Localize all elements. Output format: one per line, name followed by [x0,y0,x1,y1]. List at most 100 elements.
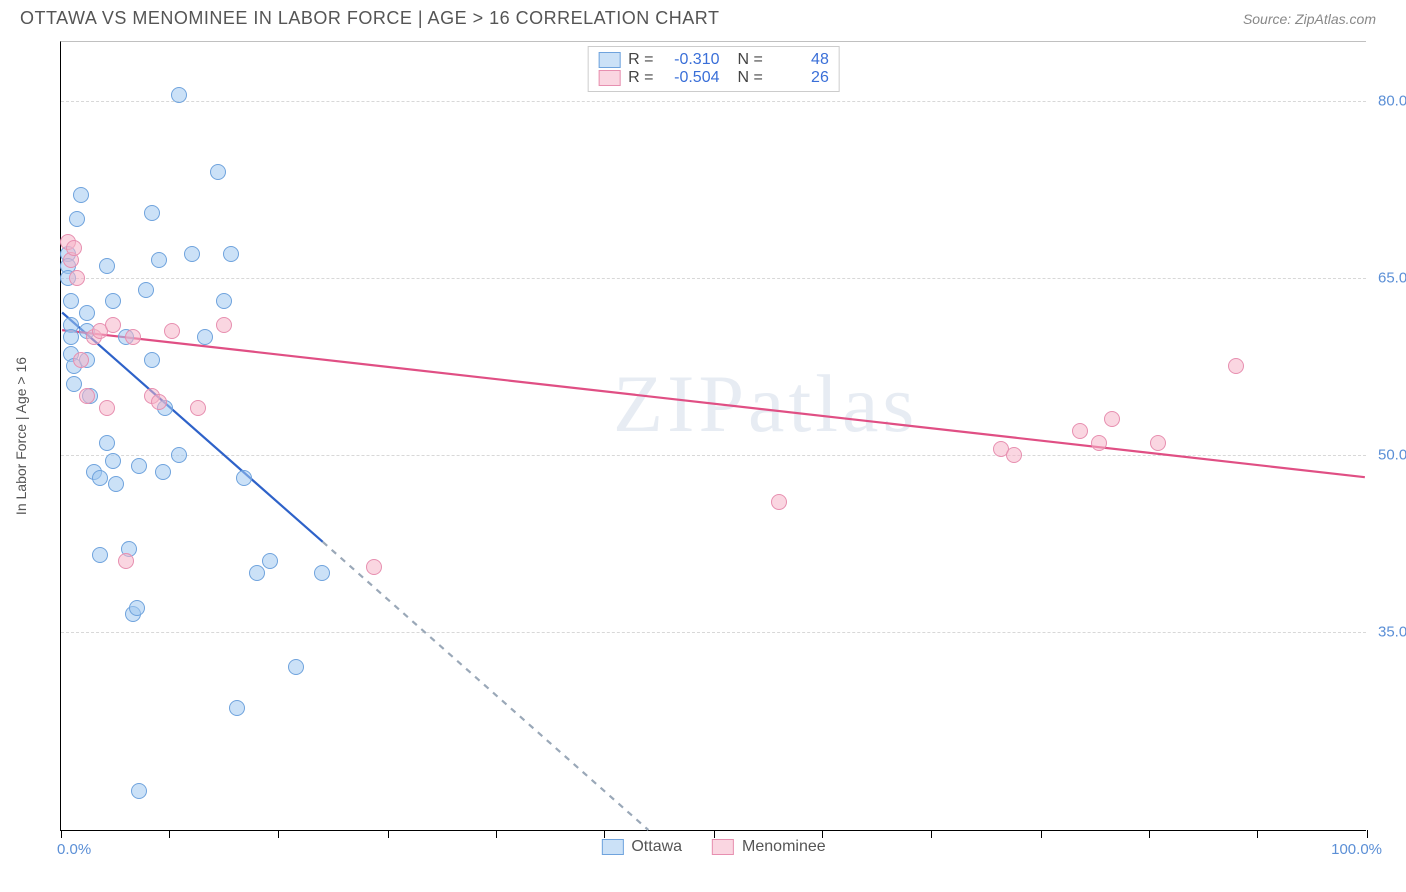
data-point [144,205,160,221]
trend-lines-svg [61,42,1366,830]
data-point [155,464,171,480]
data-point [151,394,167,410]
data-point [314,565,330,581]
data-point [366,559,382,575]
swatch-menominee [598,70,620,86]
data-point [229,700,245,716]
swatch-menominee [712,839,734,855]
y-tick-label: 35.0% [1378,623,1406,640]
n-value-menominee: 26 [771,69,829,87]
x-tick [1257,830,1258,838]
data-point [66,376,82,392]
data-point [223,246,239,262]
x-tick [604,830,605,838]
source-attribution: Source: ZipAtlas.com [1243,11,1376,27]
correlation-legend: R = -0.310 N = 48 R = -0.504 N = 26 [587,46,840,92]
n-label: N = [738,51,763,69]
x-tick [169,830,170,838]
legend-item-ottawa: Ottawa [601,838,682,856]
data-point [99,400,115,416]
data-point [144,352,160,368]
series-legend: Ottawa Menominee [601,838,825,856]
data-point [1150,435,1166,451]
x-tick [1367,830,1368,838]
series-name-menominee: Menominee [742,838,826,856]
x-tick [388,830,389,838]
legend-row-ottawa: R = -0.310 N = 48 [598,51,829,69]
trend-line [62,313,323,542]
data-point [92,547,108,563]
y-axis-title: In Labor Force | Age > 16 [13,357,29,515]
legend-row-menominee: R = -0.504 N = 26 [598,69,829,87]
x-tick [931,830,932,838]
x-tick [496,830,497,838]
data-point [92,470,108,486]
data-point [129,600,145,616]
x-axis-min-label: 0.0% [57,841,91,858]
r-label: R = [628,69,653,87]
trend-line [323,542,649,830]
chart-container: In Labor Force | Age > 16 ZIPatlas 35.0%… [60,41,1366,831]
x-tick [714,830,715,838]
data-point [216,317,232,333]
x-axis-max-label: 100.0% [1331,841,1382,858]
r-value-menominee: -0.504 [662,69,720,87]
plot-area: 35.0%50.0%65.0%80.0% [61,42,1366,830]
data-point [69,270,85,286]
data-point [1072,423,1088,439]
data-point [771,494,787,510]
swatch-ottawa [601,839,623,855]
y-tick-label: 65.0% [1378,269,1406,286]
data-point [171,447,187,463]
x-tick [1041,830,1042,838]
data-point [1091,435,1107,451]
data-point [105,453,121,469]
data-point [69,211,85,227]
chart-title: OTTAWA VS MENOMINEE IN LABOR FORCE | AGE… [20,8,719,29]
data-point [105,317,121,333]
data-point [1006,447,1022,463]
data-point [73,187,89,203]
data-point [216,293,232,309]
data-point [262,553,278,569]
data-point [288,659,304,675]
data-point [125,329,141,345]
data-point [249,565,265,581]
data-point [63,293,79,309]
x-tick [822,830,823,838]
data-point [184,246,200,262]
x-tick [278,830,279,838]
data-point [131,458,147,474]
legend-item-menominee: Menominee [712,838,826,856]
data-point [99,258,115,274]
y-tick-label: 80.0% [1378,92,1406,109]
series-name-ottawa: Ottawa [631,838,682,856]
data-point [1228,358,1244,374]
n-label: N = [738,69,763,87]
swatch-ottawa [598,52,620,68]
data-point [164,323,180,339]
r-value-ottawa: -0.310 [662,51,720,69]
data-point [138,282,154,298]
data-point [99,435,115,451]
data-point [63,329,79,345]
data-point [73,352,89,368]
trend-line [62,330,1365,477]
data-point [105,293,121,309]
data-point [151,252,167,268]
data-point [236,470,252,486]
data-point [131,783,147,799]
data-point [171,87,187,103]
x-tick [61,830,62,838]
data-point [190,400,206,416]
data-point [210,164,226,180]
data-point [108,476,124,492]
n-value-ottawa: 48 [771,51,829,69]
x-tick [1149,830,1150,838]
data-point [1104,411,1120,427]
data-point [118,553,134,569]
data-point [79,305,95,321]
data-point [66,240,82,256]
data-point [197,329,213,345]
data-point [79,388,95,404]
